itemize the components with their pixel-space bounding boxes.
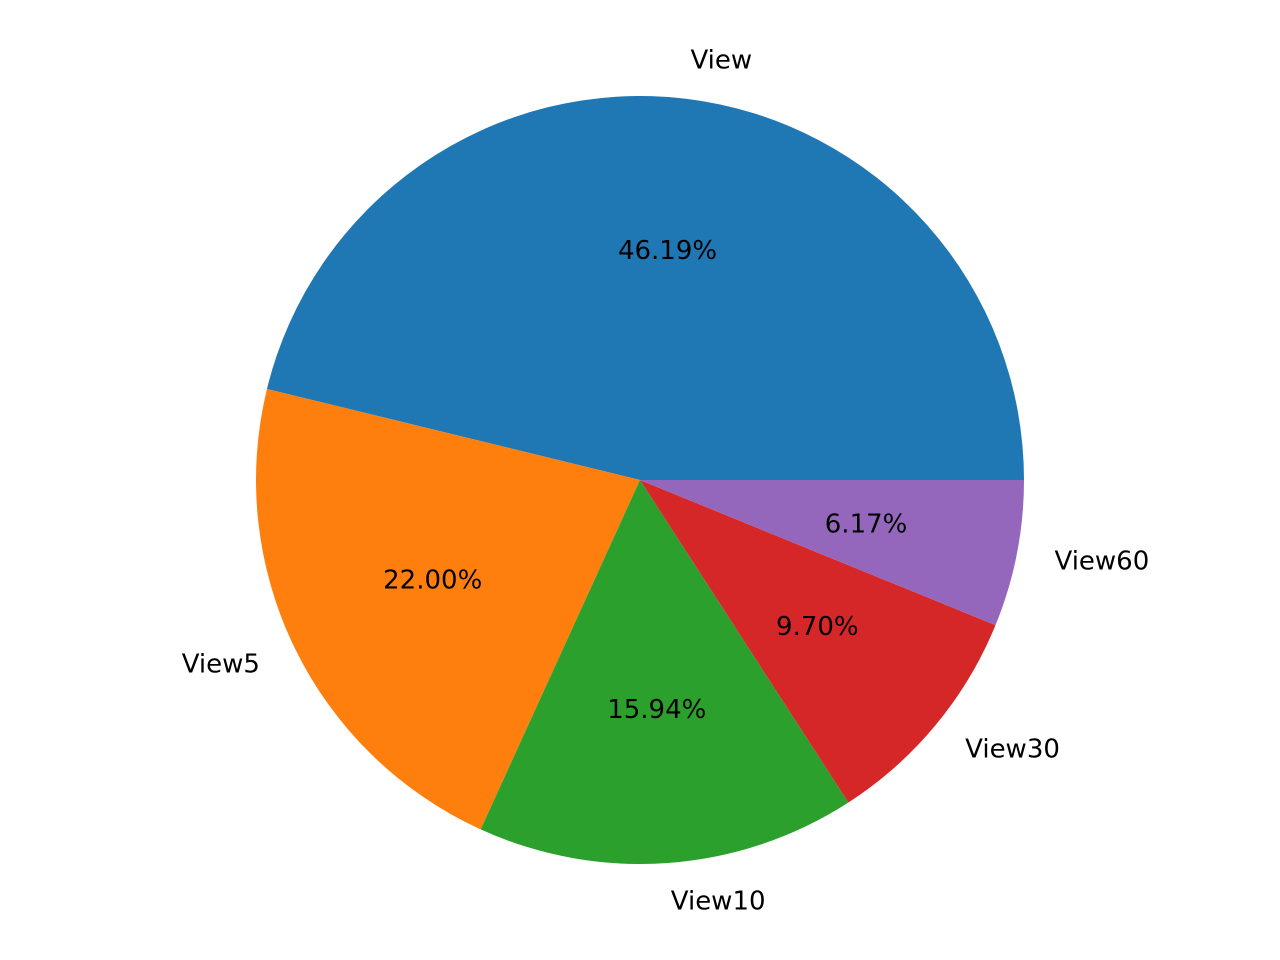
category-labels: View View5 View10 View30 View60	[182, 46, 1150, 917]
pie-slice-view30	[640, 480, 996, 803]
percent-label-view60: 6.17%	[825, 509, 908, 539]
percent-label-view: 46.19%	[618, 236, 717, 266]
percent-label-view5: 22.00%	[383, 566, 482, 596]
pie-slice-view60	[640, 480, 1024, 626]
pie-slice-view	[266, 95, 1024, 480]
percent-label-view10: 15.94%	[607, 695, 706, 725]
category-label-view30: View30	[965, 735, 1060, 765]
pie-slice-view5	[256, 388, 640, 830]
percent-label-view30: 9.70%	[776, 612, 859, 642]
category-label-view10: View10	[671, 886, 766, 916]
pie-slices	[256, 95, 1024, 864]
percent-labels: 46.19% 22.00% 15.94% 9.70% 6.17%	[383, 236, 907, 725]
category-label-view5: View5	[182, 649, 260, 679]
category-label-view60: View60	[1054, 546, 1149, 576]
category-label-view: View	[690, 46, 752, 76]
pie-slice-view10	[480, 480, 849, 864]
